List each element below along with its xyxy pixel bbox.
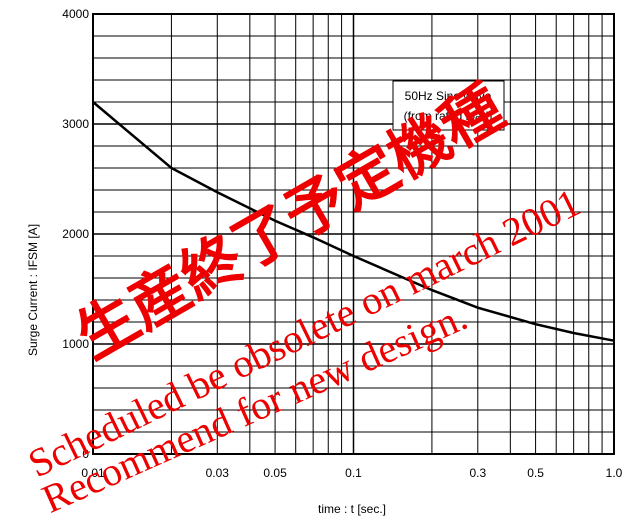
x-tick-label: 0.01	[81, 466, 105, 480]
annotation-line-2: (from rated load)	[404, 109, 493, 123]
y-tick-label: 4000	[62, 7, 89, 21]
x-tick-label: 0.3	[469, 466, 486, 480]
x-tick-label: 0.03	[206, 466, 230, 480]
x-tick-label: 0.1	[345, 466, 362, 480]
annotation-line-1: 50Hz Sine wave	[405, 89, 492, 103]
y-axis-label: Surge Current : IFSM [A]	[26, 224, 40, 356]
x-tick-labels: 0.01 0.03 0.05 0.1 0.3 0.5 1.0	[81, 466, 622, 480]
annotation-box: 50Hz Sine wave (from rated load)	[392, 80, 505, 131]
series-line-surge-current	[92, 101, 615, 342]
y-tick-label: 0	[82, 447, 89, 461]
y-tick-labels: 0 1000 2000 3000 4000	[62, 7, 89, 461]
y-tick-label: 1000	[62, 337, 89, 351]
x-tick-label: 0.5	[527, 466, 544, 480]
x-axis-label: time : t [sec.]	[318, 502, 386, 516]
y-tick-label: 2000	[62, 227, 89, 241]
x-tick-label: 1.0	[606, 466, 623, 480]
y-tick-label: 3000	[62, 117, 89, 131]
x-tick-label: 0.05	[263, 466, 287, 480]
plot-frame	[92, 13, 615, 455]
